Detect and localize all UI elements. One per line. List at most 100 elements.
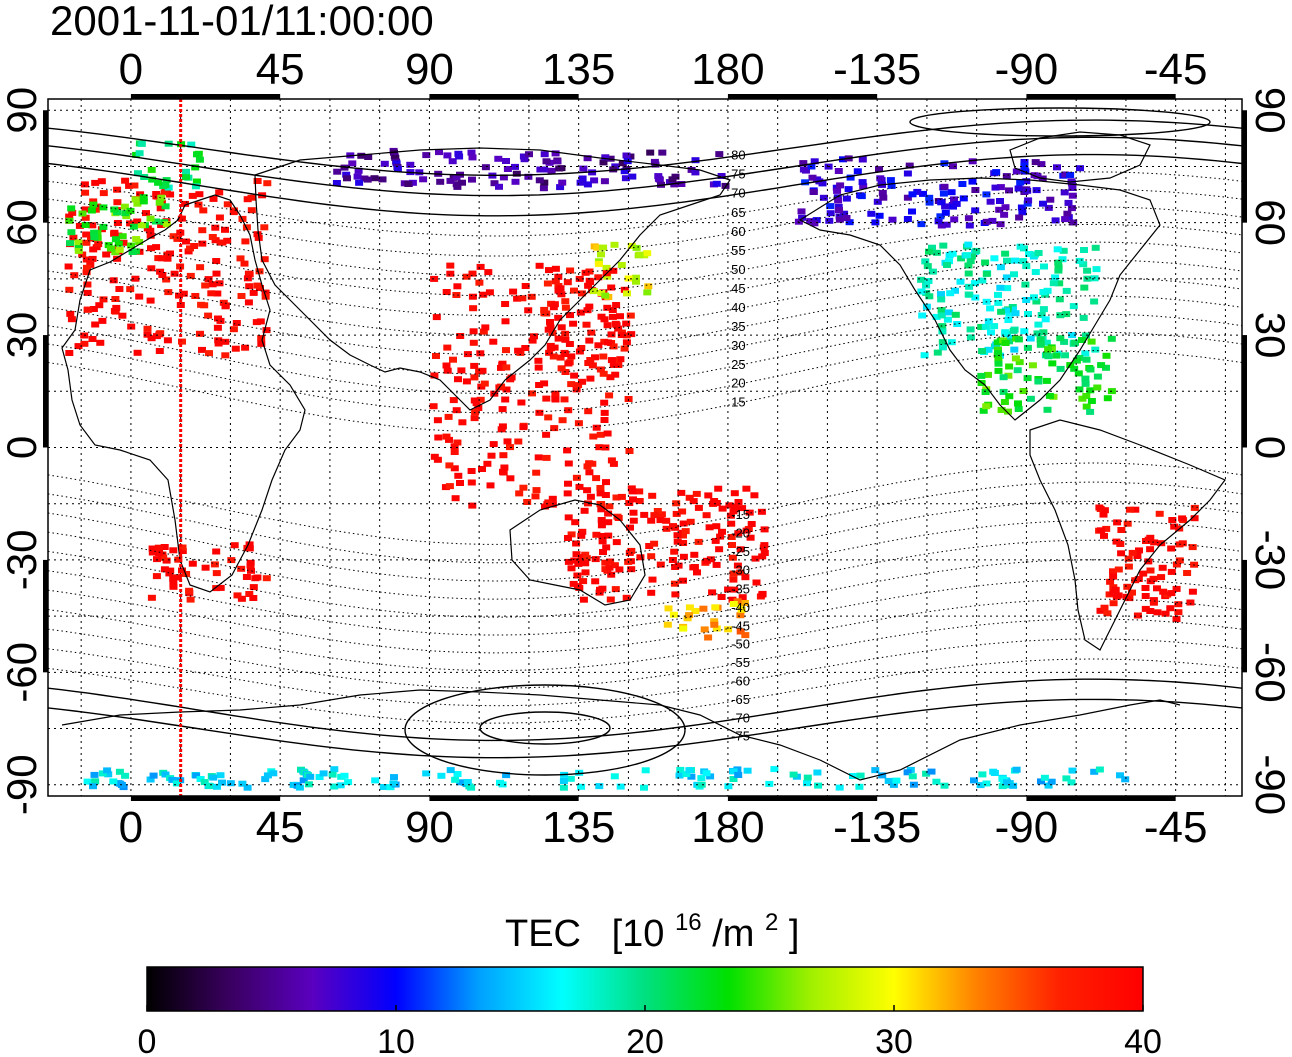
- tec-cell: [187, 141, 196, 148]
- tec-cell: [435, 149, 443, 156]
- tec-cell: [711, 604, 720, 611]
- tec-cell: [161, 771, 170, 778]
- tec-cell: [572, 474, 581, 481]
- tec-cell: [986, 305, 995, 312]
- tec-cell: [1168, 517, 1177, 523]
- tec-cell: [597, 517, 606, 523]
- tec-cell: [581, 560, 590, 567]
- tec-cell: [1174, 609, 1183, 616]
- tec-cell: [90, 771, 99, 778]
- tec-cell: [556, 285, 565, 292]
- tec-cell: [1144, 558, 1153, 565]
- tec-cell: [579, 578, 588, 585]
- contour-line: [48, 331, 1242, 414]
- tec-cell: [445, 483, 454, 490]
- contour-label: 75: [731, 166, 745, 181]
- tec-cell: [687, 773, 696, 780]
- tec-cell: [1014, 185, 1023, 192]
- tec-cell: [137, 222, 146, 229]
- tec-cell: [559, 784, 568, 791]
- tec-cell: [198, 240, 207, 247]
- tec-cell: [212, 258, 221, 264]
- top-tick-label: 180: [691, 45, 764, 94]
- tec-cell: [1033, 330, 1042, 337]
- tec-cell: [600, 409, 609, 416]
- tec-cell: [903, 216, 912, 222]
- tec-cell: [391, 155, 400, 161]
- tec-cell: [328, 771, 337, 778]
- tec-cell: [453, 439, 462, 446]
- tec-cell: [583, 181, 592, 188]
- tec-cell: [185, 587, 194, 594]
- tec-cell: [115, 286, 124, 292]
- tec-cell: [622, 339, 631, 346]
- tec-cell: [262, 327, 271, 334]
- tec-cell: [922, 282, 931, 289]
- tec-cell: [801, 179, 810, 186]
- tec-cell: [685, 767, 694, 774]
- tec-cell: [702, 770, 711, 777]
- tec-cell: [249, 584, 258, 591]
- tec-cell: [734, 772, 743, 778]
- tec-cell: [1020, 159, 1029, 165]
- tec-cell: [982, 218, 991, 225]
- tec-cell: [574, 560, 583, 567]
- left-tick-label: 0: [0, 436, 45, 459]
- tec-cell: [212, 270, 221, 277]
- tec-cell: [887, 182, 896, 189]
- contour-line: [48, 119, 1242, 176]
- tec-cell: [1155, 510, 1164, 517]
- tec-cell: [733, 562, 742, 569]
- tec-cell: [1070, 365, 1079, 372]
- tec-cell: [481, 324, 490, 331]
- tec-cell: [154, 179, 163, 186]
- tec-cell: [450, 465, 459, 472]
- tec-cell: [995, 206, 1004, 213]
- tec-cell: [422, 152, 431, 159]
- lat-lon-grid: [48, 99, 1242, 796]
- tec-cell: [146, 232, 155, 239]
- contour-label: 70: [731, 186, 745, 201]
- tec-cell: [602, 544, 611, 551]
- tec-cell: [263, 772, 272, 779]
- tec-cell: [1044, 204, 1053, 211]
- tec-cell: [437, 772, 446, 779]
- top-tick-label: -90: [995, 45, 1059, 94]
- tec-cell: [542, 395, 551, 402]
- tec-cell: [1023, 344, 1032, 351]
- tec-cell: [209, 195, 218, 202]
- tec-cell: [799, 166, 808, 173]
- tec-cell: [903, 170, 912, 177]
- tec-cell: [299, 777, 308, 784]
- tec-cell: [113, 186, 122, 193]
- bottom-tick-label: -45: [1144, 803, 1208, 852]
- tec-cell: [1069, 303, 1078, 310]
- tec-cell: [1054, 264, 1063, 271]
- tec-cell: [549, 304, 558, 311]
- tec-cell: [99, 204, 108, 211]
- tec-cell: [111, 296, 120, 302]
- contour-line: [48, 188, 1242, 257]
- tec-cell: [469, 339, 478, 346]
- tec-cell: [535, 409, 544, 416]
- contour-label: -65: [731, 692, 750, 707]
- tec-cell: [91, 321, 100, 328]
- tec-cell: [199, 207, 208, 214]
- tec-cell: [572, 551, 581, 558]
- tec-cell: [729, 570, 738, 577]
- tec-cell: [971, 294, 980, 301]
- tec-cell: [133, 200, 142, 207]
- coastline-asia: [254, 147, 731, 411]
- coastline-antarctica: [61, 689, 1181, 781]
- tec-cell: [245, 271, 254, 278]
- tec-cell: [1072, 357, 1081, 364]
- tec-cell: [467, 784, 476, 791]
- tec-cell: [858, 156, 867, 163]
- tec-cell: [991, 184, 1000, 191]
- tec-cell: [1009, 327, 1018, 334]
- tec-cell: [808, 174, 817, 181]
- tec-cell: [67, 229, 76, 236]
- tec-cell: [694, 504, 703, 511]
- tec-cell: [131, 196, 140, 203]
- tec-cell: [494, 155, 503, 162]
